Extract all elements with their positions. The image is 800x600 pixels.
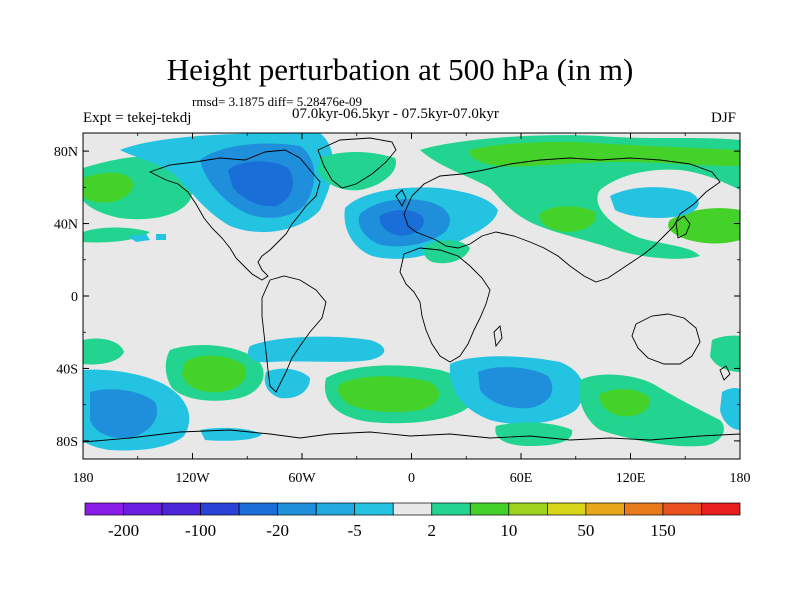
lon-tick-label: 120E (616, 471, 646, 486)
colorbar: -200 -100 -20 -5 2 10 50 150 (84, 502, 741, 540)
colorbar-label: -200 (108, 521, 139, 540)
colorbar-swatch (200, 502, 240, 516)
colorbar-swatch (392, 502, 433, 516)
north-pacific-high-region (83, 156, 193, 220)
lat-tick-label: 40N (54, 218, 78, 233)
australia-south-high-core (599, 389, 651, 417)
colorbar-label: 150 (650, 521, 676, 540)
experiment-label: Expt = tekej-tekdj (83, 110, 192, 126)
north-pacific-high-core (83, 172, 134, 203)
north-america-coast (148, 149, 321, 281)
south-pacific-high-core (182, 355, 247, 393)
lon-tick-label: 60E (510, 471, 533, 486)
atlantic-tropics-low-specks (128, 234, 166, 242)
lon-tick-label: 180 (730, 471, 751, 486)
greenland-coast (317, 137, 397, 189)
lon-tick-label: 180 (73, 471, 94, 486)
contour-field (83, 133, 740, 459)
lat-tick-label: 40S (56, 362, 78, 377)
south-america-coast (261, 275, 327, 393)
axis-ticks: 80N 40N 0 40S 80S 180 120W 60W 0 60E 120E 180 (54, 133, 751, 486)
greenland-high-region (318, 152, 396, 191)
colorbar-swatch (354, 502, 394, 516)
colorbar-swatch (431, 502, 471, 516)
antarctic-low-region (200, 427, 262, 441)
lat-tick-label: 80N (54, 145, 78, 160)
time-range-label: 07.0kyr-06.5kyr - 07.5kyr-07.0kyr (292, 106, 499, 122)
antarctica-coast (83, 429, 740, 443)
colorbar-label: -100 (185, 521, 216, 540)
bering-low-region (610, 187, 699, 218)
colorbar-label: 2 (428, 521, 437, 540)
colorbar-swatch (547, 502, 587, 516)
lon-tick-label: 0 (408, 471, 415, 486)
madagascar-coast (493, 325, 503, 348)
indian-ocean-low-core (478, 367, 553, 409)
colorbar-swatch (84, 502, 124, 516)
southwest-pacific-low-core (90, 389, 158, 439)
colorbar-label: 10 (500, 521, 517, 540)
coastlines (83, 137, 740, 443)
map-title: Height perturbation at 500 hPa (in m) (166, 52, 634, 87)
lat-tick-label: 0 (71, 290, 78, 305)
new-zealand-coast (719, 365, 731, 381)
rmsd-stats: rmsd= 3.1875 diff= 5.28476e-09 (192, 94, 363, 109)
tasman-low-region (720, 388, 740, 430)
eurasia-coast (403, 157, 721, 283)
central-asia-high-core (539, 206, 596, 232)
colorbar-label: -5 (348, 521, 362, 540)
colorbar-swatch (508, 502, 548, 516)
chile-low-region (248, 336, 385, 363)
lon-tick-label: 60W (288, 471, 316, 486)
antarctic-high-region (495, 422, 573, 446)
season-label: DJF (711, 110, 737, 126)
east-asia-high-core (668, 208, 740, 244)
colorbar-swatch (624, 502, 664, 516)
north-america-low-core (228, 161, 293, 207)
colorbar-swatch (662, 502, 702, 516)
colorbar-label: -20 (266, 521, 289, 540)
mediterranean-high-region (423, 240, 470, 264)
colorbar-swatch (238, 502, 278, 516)
australia-coast (631, 313, 701, 365)
colorbar-swatch (701, 502, 741, 516)
colorbar-swatch (123, 502, 163, 516)
colorbar-swatch (161, 502, 201, 516)
lon-tick-label: 120W (175, 471, 210, 486)
lat-tick-label: 80S (56, 435, 78, 450)
colorbar-swatch (585, 502, 625, 516)
colorbar-swatch (277, 502, 317, 516)
tasman-high-region (710, 335, 740, 372)
colorbar-label: 50 (577, 521, 594, 540)
japan-coast (675, 215, 691, 239)
british-isles-coast (395, 189, 407, 207)
colorbar-swatch (469, 502, 510, 516)
southwest-pacific-high (83, 338, 124, 365)
africa-coast (399, 247, 491, 363)
south-atlantic-high-core (338, 376, 440, 412)
colorbar-swatch (315, 502, 356, 516)
